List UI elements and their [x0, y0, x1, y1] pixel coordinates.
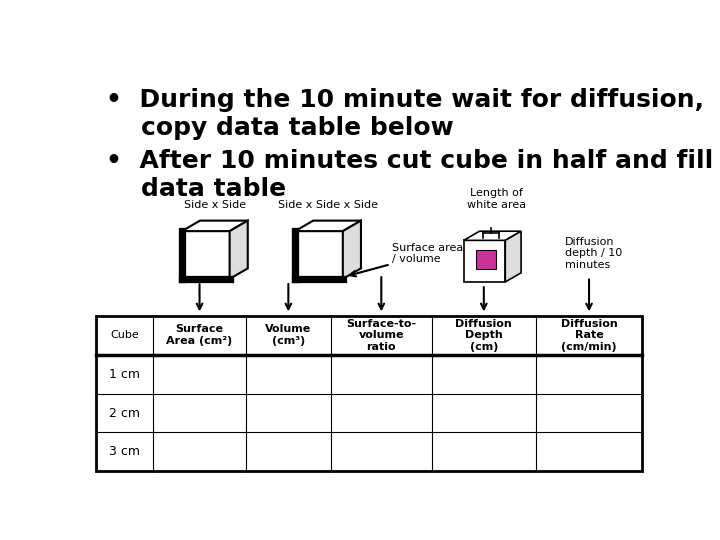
Text: Surface area
/ volume: Surface area / volume [392, 242, 464, 264]
Text: •  After 10 minutes cut cube in half and fill in
    data table: • After 10 minutes cut cube in half and … [106, 150, 720, 201]
Polygon shape [295, 221, 361, 231]
Polygon shape [295, 231, 343, 279]
Text: Side x Side: Side x Side [184, 200, 246, 210]
Text: Cube: Cube [110, 330, 139, 340]
Bar [476, 251, 496, 269]
Text: Diffusion
Rate
(cm/min): Diffusion Rate (cm/min) [561, 319, 618, 352]
Text: Diffusion
depth / 10
minutes: Diffusion depth / 10 minutes [565, 237, 623, 270]
Polygon shape [182, 221, 248, 231]
Text: 3 cm: 3 cm [109, 446, 140, 458]
Polygon shape [464, 231, 521, 240]
Text: Surface
Area (cm²): Surface Area (cm²) [166, 325, 233, 346]
Text: Length of
white area: Length of white area [467, 188, 526, 210]
Text: 1 cm: 1 cm [109, 368, 140, 381]
Polygon shape [182, 231, 230, 279]
Text: •  During the 10 minute wait for diffusion,
    copy data table below: • During the 10 minute wait for diffusio… [106, 88, 703, 140]
Text: Surface-to-
volume
ratio: Surface-to- volume ratio [346, 319, 416, 352]
Polygon shape [230, 221, 248, 279]
Polygon shape [505, 231, 521, 282]
Text: Volume
(cm³): Volume (cm³) [265, 325, 312, 346]
Text: 2 cm: 2 cm [109, 407, 140, 420]
Bar [96, 316, 642, 471]
Text: Side x Side x Side: Side x Side x Side [278, 200, 378, 210]
Polygon shape [464, 240, 505, 282]
Text: Diffusion
Depth
(cm): Diffusion Depth (cm) [456, 319, 512, 352]
Polygon shape [343, 221, 361, 279]
